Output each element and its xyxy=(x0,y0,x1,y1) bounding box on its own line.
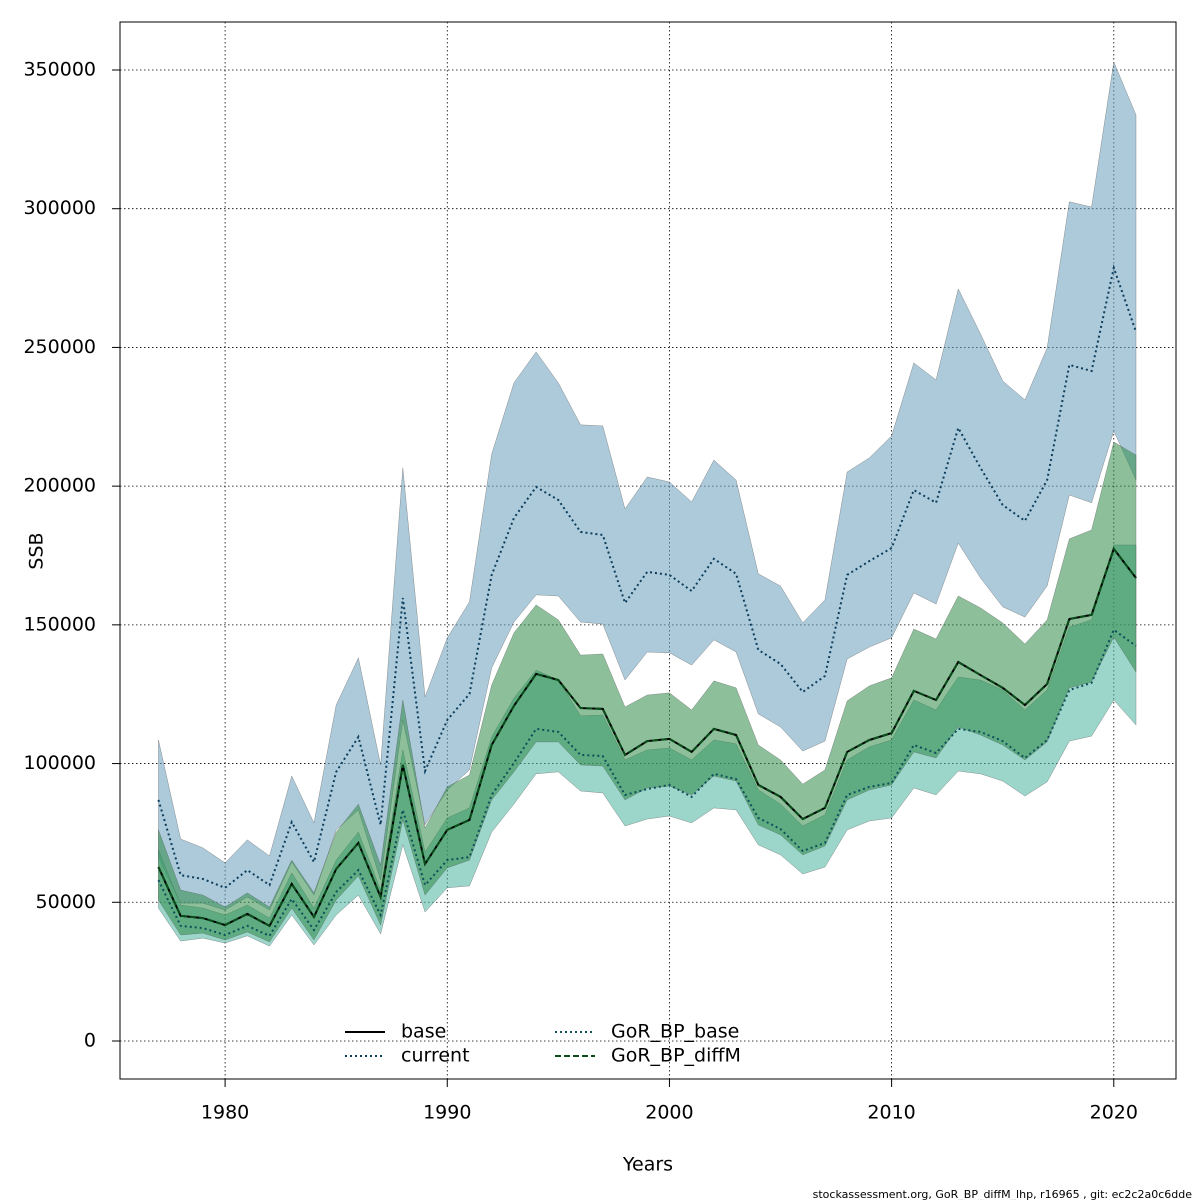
series-line xyxy=(157,628,1137,938)
y-tick-label: 50000 xyxy=(36,891,96,913)
legend-label: current xyxy=(401,1045,470,1067)
x-tick-label: 2000 xyxy=(645,1102,693,1124)
x-tick-label: 1990 xyxy=(423,1102,471,1124)
y-tick-label: 300000 xyxy=(23,197,96,219)
y-tick-label: 200000 xyxy=(23,475,96,497)
legend-label: GoR_BP_diffM xyxy=(611,1045,741,1067)
y-tick-label: 0 xyxy=(84,1029,96,1051)
x-tick-label: 2010 xyxy=(867,1102,915,1124)
y-tick-label: 350000 xyxy=(23,58,96,80)
confidence-band xyxy=(158,441,1137,943)
y-tick-label: 250000 xyxy=(23,336,96,358)
x-axis-title: Years xyxy=(622,1154,673,1176)
x-tick-label: 1980 xyxy=(201,1102,249,1124)
legend-label: base xyxy=(401,1021,446,1043)
x-tick-label: 2020 xyxy=(1090,1102,1138,1124)
plot-frame xyxy=(119,21,1177,1080)
y-tick-label: 150000 xyxy=(23,613,96,635)
legend-label: GoR_BP_base xyxy=(611,1021,739,1043)
y-tick-label: 100000 xyxy=(23,752,96,774)
series-line xyxy=(157,546,1137,928)
footer: stockassessment.org, GoR_BP_diffM_lhp, r… xyxy=(813,1188,1193,1200)
y-axis-title: SSB xyxy=(26,532,48,569)
